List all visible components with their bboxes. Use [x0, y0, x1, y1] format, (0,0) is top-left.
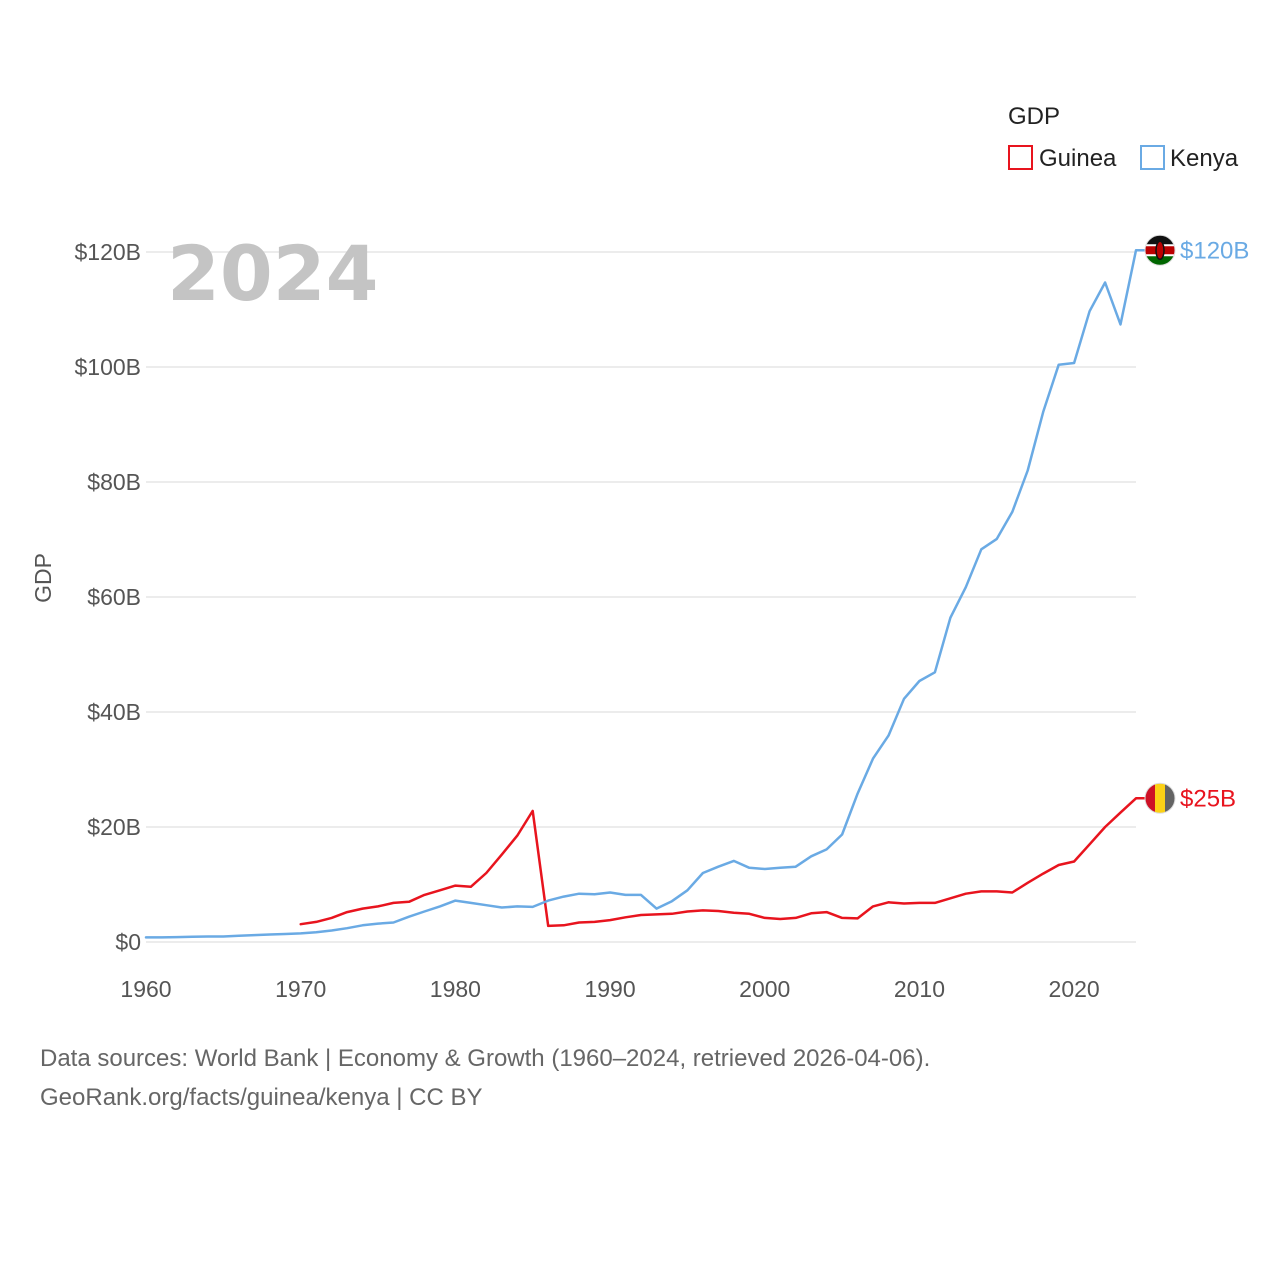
- series-end-markers: $25B $120B: [1144, 234, 1249, 814]
- end-value-label-guinea: $25B: [1180, 785, 1236, 812]
- legend-title: GDP: [1008, 103, 1060, 130]
- legend-swatch-guinea[interactable]: [1008, 145, 1033, 170]
- year-label: 2024: [167, 229, 379, 318]
- legend-label-kenya[interactable]: Kenya: [1170, 145, 1239, 172]
- y-axis-ticks: $0 $20B $40B $60B $80B $100B $120B: [74, 239, 141, 955]
- series-line-kenya[interactable]: [144, 249, 1138, 939]
- x-tick-label: 1980: [430, 976, 481, 1002]
- y-tick-label: $60B: [87, 584, 141, 610]
- gridlines: [146, 251, 1136, 943]
- x-tick-label: 2000: [739, 976, 790, 1002]
- x-tick-label: 2010: [894, 976, 945, 1002]
- legend-swatch-kenya[interactable]: [1140, 145, 1165, 170]
- series-lines: [144, 249, 1146, 939]
- y-tick-label: $20B: [87, 814, 141, 840]
- end-value-label-kenya: $120B: [1180, 237, 1249, 264]
- y-tick-label: $100B: [74, 354, 141, 380]
- y-tick-label: $40B: [87, 699, 141, 725]
- legend: GDP Guinea Kenya: [1008, 103, 1239, 172]
- x-axis-ticks: 1960 1970 1980 1990 2000 2010 2020: [120, 976, 1099, 1002]
- y-tick-label: $120B: [74, 239, 141, 265]
- y-tick-label: $0: [115, 929, 141, 955]
- y-tick-label: $80B: [87, 469, 141, 495]
- x-tick-label: 1960: [120, 976, 171, 1002]
- source-line: Data sources: World Bank | Economy & Gro…: [40, 1045, 931, 1072]
- legend-label-guinea[interactable]: Guinea: [1039, 145, 1117, 172]
- attribution-line: GeoRank.org/facts/guinea/kenya | CC BY: [40, 1084, 483, 1111]
- x-tick-label: 1990: [584, 976, 635, 1002]
- series-line-guinea[interactable]: [299, 797, 1138, 928]
- x-tick-label: 2020: [1049, 976, 1100, 1002]
- flag-icon-guinea: [1144, 782, 1176, 814]
- y-axis-title: GDP: [30, 553, 56, 603]
- flag-icon-kenya: [1144, 234, 1176, 266]
- x-tick-label: 1970: [275, 976, 326, 1002]
